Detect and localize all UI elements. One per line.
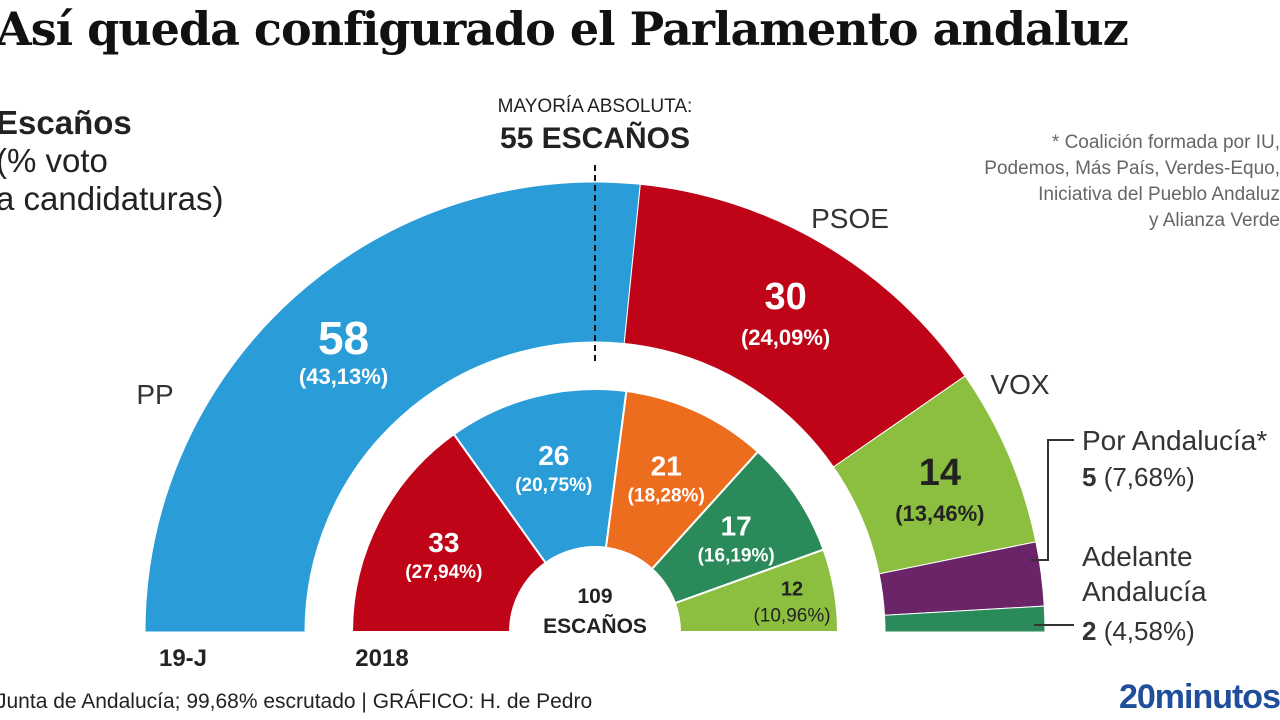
seat-count: 33 bbox=[428, 527, 459, 558]
vote-pct: (13,46%) bbox=[895, 501, 984, 526]
vote-pct: (43,13%) bbox=[299, 364, 388, 389]
brand-logo: 20minutos bbox=[1118, 678, 1280, 716]
party-result-adelante: 2 (4,58%) bbox=[1082, 616, 1195, 646]
seat-count: 21 bbox=[651, 451, 682, 482]
party-label-pp: PP bbox=[136, 379, 173, 410]
party-label-por-andalucia: Por Andalucía* bbox=[1082, 425, 1267, 456]
majority-value: 55 ESCAÑOS bbox=[499, 122, 691, 155]
seat-segment bbox=[673, 548, 840, 633]
vote-pct: (18,28%) bbox=[628, 486, 705, 507]
vote-pct: (10,96%) bbox=[753, 606, 830, 627]
party-result-por-andalucia: 5 (7,68%) bbox=[1082, 462, 1195, 492]
seat-segment bbox=[604, 389, 760, 571]
vote-pct: (27,94%) bbox=[405, 562, 482, 583]
majority-label: MAYORÍA ABSOLUTA: 55 ESCAÑOS bbox=[440, 96, 750, 156]
seat-count: 17 bbox=[721, 510, 752, 541]
subtitle-line3: a candidaturas) bbox=[0, 180, 224, 217]
note-line: * Coalición formada por IU, bbox=[1051, 132, 1280, 153]
subtitle-line2: (% voto bbox=[0, 142, 108, 179]
party-label-adelante: Andalucía bbox=[1082, 576, 1207, 607]
seat-count: 58 bbox=[318, 312, 369, 364]
leader-line-por-andalucia bbox=[1030, 439, 1074, 561]
coalition-note: * Coalición formada por IU, Podemos, Más … bbox=[880, 130, 1280, 234]
seat-count: 30 bbox=[764, 276, 806, 318]
majority-caption: MAYORÍA ABSOLUTA: bbox=[497, 96, 693, 117]
center-seat-total: 109 bbox=[577, 585, 612, 608]
seat-count: 26 bbox=[538, 440, 569, 471]
party-label-psoe: PSOE bbox=[811, 203, 889, 234]
note-line: y Alianza Verde bbox=[1149, 210, 1280, 231]
seat-count: 14 bbox=[919, 452, 961, 494]
subtitle-line1: Escaños bbox=[0, 104, 132, 141]
seat-segment bbox=[350, 432, 548, 633]
note-line: Iniciativa del Pueblo Andaluz bbox=[1038, 184, 1280, 205]
chart-title: Así queda configurado el Parlamento anda… bbox=[0, 2, 1129, 56]
seat-segment bbox=[144, 181, 641, 633]
vote-pct: (24,09%) bbox=[741, 325, 830, 350]
ring-label-19j: 19-J bbox=[159, 645, 207, 672]
seat-segment bbox=[623, 183, 966, 468]
party-label-vox: VOX bbox=[990, 369, 1049, 400]
seat-count: 12 bbox=[781, 579, 803, 601]
vote-pct: (20,75%) bbox=[515, 475, 592, 496]
center-seat-label: ESCAÑOS bbox=[543, 615, 647, 638]
seat-segment bbox=[883, 605, 1046, 633]
chart-subtitle: Escaños (% voto a candidaturas) bbox=[0, 104, 223, 218]
party-label-adelante: Adelante bbox=[1082, 541, 1193, 572]
seat-segment bbox=[452, 388, 628, 565]
note-line: Podemos, Más País, Verdes-Equo, bbox=[984, 158, 1280, 179]
ring-label-2018: 2018 bbox=[355, 645, 408, 672]
vote-pct: (16,19%) bbox=[698, 545, 775, 566]
source-text: Junta de Andalucía; 99,68% escrutado | G… bbox=[0, 690, 593, 713]
